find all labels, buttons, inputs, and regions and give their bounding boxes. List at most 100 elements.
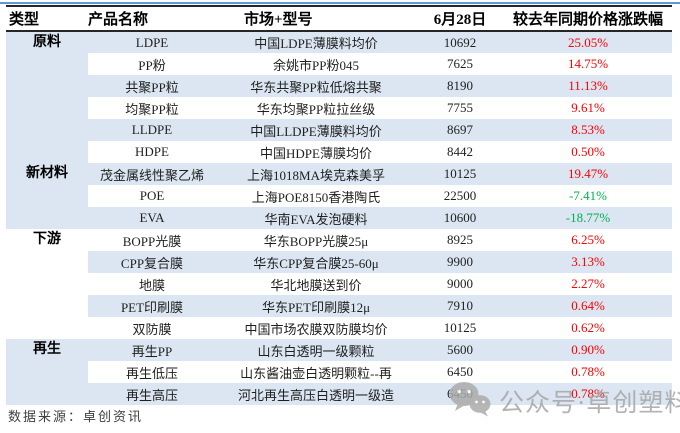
product-cell: 双防膜 bbox=[88, 317, 216, 339]
table-row: 再生高压 河北再生高压白透明一级造 6450 0.78% bbox=[6, 383, 672, 405]
product-cell: BOPP光膜 bbox=[88, 229, 216, 251]
market-cell: 中国市场农膜双防膜均价 bbox=[216, 317, 416, 339]
table-row: POE 上海POE8150香港陶氏 22500 -7.41% bbox=[6, 185, 672, 207]
table-row: 原料 LDPE 中国LDPE薄膜料均价 10692 25.05% bbox=[6, 31, 672, 163]
market-cell: 华南EVA发泡硬料 bbox=[216, 207, 416, 229]
change-cell: 3.13% bbox=[504, 251, 672, 273]
price-cell: 10125 bbox=[416, 163, 504, 185]
change-cell: 19.47% bbox=[504, 163, 672, 185]
table-row: 新材料 茂金属线性聚乙烯 上海1018MA埃克森美孚 10125 19.47% bbox=[6, 163, 672, 229]
table-row: 再生 再生PP 山东白透明一级颗粒 5600 0.90% bbox=[6, 339, 672, 405]
change-cell: 0.64% bbox=[504, 295, 672, 317]
product-cell: EVA bbox=[88, 207, 216, 229]
product-cell: CPP复合膜 bbox=[88, 251, 216, 273]
table-row: 下游 BOPP光膜 华东BOPP光膜25μ 8925 6.25% bbox=[6, 229, 672, 339]
market-cell: 上海POE8150香港陶氏 bbox=[216, 185, 416, 207]
product-cell: 均聚PP粒 bbox=[88, 97, 216, 119]
change-cell: 0.78% bbox=[504, 361, 672, 383]
product-cell: HDPE bbox=[88, 141, 216, 163]
product-cell: 再生PP bbox=[88, 339, 216, 361]
type-cell: 下游 bbox=[6, 229, 88, 339]
change-cell: 6.25% bbox=[504, 229, 672, 251]
price-cell: 8697 bbox=[416, 119, 504, 141]
market-cell: 中国LLDPE薄膜料均价 bbox=[216, 119, 416, 141]
change-cell: 2.27% bbox=[504, 273, 672, 295]
change-cell: 25.05% bbox=[504, 31, 672, 53]
col-header-product: 产品名称 bbox=[88, 5, 216, 32]
product-cell: POE bbox=[88, 185, 216, 207]
top-rule bbox=[0, 2, 680, 4]
table-row: 共聚PP粒 华东共聚PP粒低熔共聚 8190 11.13% bbox=[6, 75, 672, 97]
change-cell: 9.61% bbox=[504, 97, 672, 119]
product-cell: 再生高压 bbox=[88, 383, 216, 405]
market-cell: 上海1018MA埃克森美孚 bbox=[216, 163, 416, 185]
change-cell: 0.50% bbox=[504, 141, 672, 163]
product-cell: PET印刷膜 bbox=[88, 295, 216, 317]
market-cell: 中国LDPE薄膜料均价 bbox=[216, 31, 416, 53]
change-cell: 8.53% bbox=[504, 119, 672, 141]
col-header-market: 市场+型号 bbox=[216, 5, 416, 32]
table-row: PET印刷膜 华东PET印刷膜12μ 7910 0.64% bbox=[6, 295, 672, 317]
market-cell: 中国HDPE薄膜均价 bbox=[216, 141, 416, 163]
market-cell: 山东白透明一级颗粒 bbox=[216, 339, 416, 361]
price-cell: 9900 bbox=[416, 251, 504, 273]
col-header-date: 6月28日 bbox=[416, 5, 504, 32]
table-row: 双防膜 中国市场农膜双防膜均价 10125 0.62% bbox=[6, 317, 672, 339]
table-header: 类型 产品名称 市场+型号 6月28日 较去年同期价格涨跌幅 bbox=[6, 5, 672, 32]
product-cell: LLDPE bbox=[88, 119, 216, 141]
price-cell: 8442 bbox=[416, 141, 504, 163]
price-cell: 8190 bbox=[416, 75, 504, 97]
price-cell: 7755 bbox=[416, 97, 504, 119]
price-cell: 6450 bbox=[416, 361, 504, 383]
type-cell: 原料 bbox=[6, 31, 88, 163]
market-cell: 山东酱油壶白透明颗粒--再 bbox=[216, 361, 416, 383]
market-cell: 华北地膜送到价 bbox=[216, 273, 416, 295]
change-cell: -18.77% bbox=[504, 207, 672, 229]
header-row: 类型 产品名称 市场+型号 6月28日 较去年同期价格涨跌幅 bbox=[6, 5, 672, 32]
table-row: CPP复合膜 华东CPP复合膜25-60μ 9900 3.13% bbox=[6, 251, 672, 273]
price-cell: 22500 bbox=[416, 185, 504, 207]
market-cell: 河北再生高压白透明一级造 bbox=[216, 383, 416, 405]
price-cell: 5600 bbox=[416, 339, 504, 361]
price-table: 类型 产品名称 市场+型号 6月28日 较去年同期价格涨跌幅 原料 LDPE 中国L… bbox=[6, 5, 672, 405]
col-header-change: 较去年同期价格涨跌幅 bbox=[504, 5, 672, 32]
product-cell: 再生低压 bbox=[88, 361, 216, 383]
market-cell: 华东PET印刷膜12μ bbox=[216, 295, 416, 317]
price-cell: 9000 bbox=[416, 273, 504, 295]
type-cell: 新材料 bbox=[6, 163, 88, 229]
change-cell: 0.78% bbox=[504, 383, 672, 405]
product-cell: 地膜 bbox=[88, 273, 216, 295]
table-row: EVA 华南EVA发泡硬料 10600 -18.77% bbox=[6, 207, 672, 229]
market-cell: 余姚市PP粉045 bbox=[216, 53, 416, 75]
table-row: 地膜 华北地膜送到价 9000 2.27% bbox=[6, 273, 672, 295]
market-cell: 华东CPP复合膜25-60μ bbox=[216, 251, 416, 273]
change-cell: 14.75% bbox=[504, 53, 672, 75]
type-cell: 再生 bbox=[6, 339, 88, 405]
price-cell: 7625 bbox=[416, 53, 504, 75]
change-cell: -7.41% bbox=[504, 185, 672, 207]
table-body: 原料 LDPE 中国LDPE薄膜料均价 10692 25.05% PP粉 余姚市PP粉045… bbox=[6, 31, 672, 405]
data-source-note: 数据来源：卓创资讯 bbox=[8, 409, 144, 424]
price-cell: 10600 bbox=[416, 207, 504, 229]
product-cell: PP粉 bbox=[88, 53, 216, 75]
price-cell: 10125 bbox=[416, 317, 504, 339]
product-cell: 共聚PP粒 bbox=[88, 75, 216, 97]
market-cell: 华东均聚PP粒拉丝级 bbox=[216, 97, 416, 119]
product-cell: 茂金属线性聚乙烯 bbox=[88, 163, 216, 185]
table-row: HDPE 中国HDPE薄膜均价 8442 0.50% bbox=[6, 141, 672, 163]
table-row: PP粉 余姚市PP粉045 7625 14.75% bbox=[6, 53, 672, 75]
price-cell: 7910 bbox=[416, 295, 504, 317]
change-cell: 0.90% bbox=[504, 339, 672, 361]
table-row: LLDPE 中国LLDPE薄膜料均价 8697 8.53% bbox=[6, 119, 672, 141]
price-cell: 6450 bbox=[416, 383, 504, 405]
price-cell: 10692 bbox=[416, 31, 504, 53]
change-cell: 0.62% bbox=[504, 317, 672, 339]
table-row: 均聚PP粒 华东均聚PP粒拉丝级 7755 9.61% bbox=[6, 97, 672, 119]
table-row: 再生低压 山东酱油壶白透明颗粒--再 6450 0.78% bbox=[6, 361, 672, 383]
change-cell: 11.13% bbox=[504, 75, 672, 97]
market-cell: 华东BOPP光膜25μ bbox=[216, 229, 416, 251]
price-cell: 8925 bbox=[416, 229, 504, 251]
col-header-type: 类型 bbox=[6, 5, 88, 32]
market-cell: 华东共聚PP粒低熔共聚 bbox=[216, 75, 416, 97]
product-cell: LDPE bbox=[88, 31, 216, 53]
